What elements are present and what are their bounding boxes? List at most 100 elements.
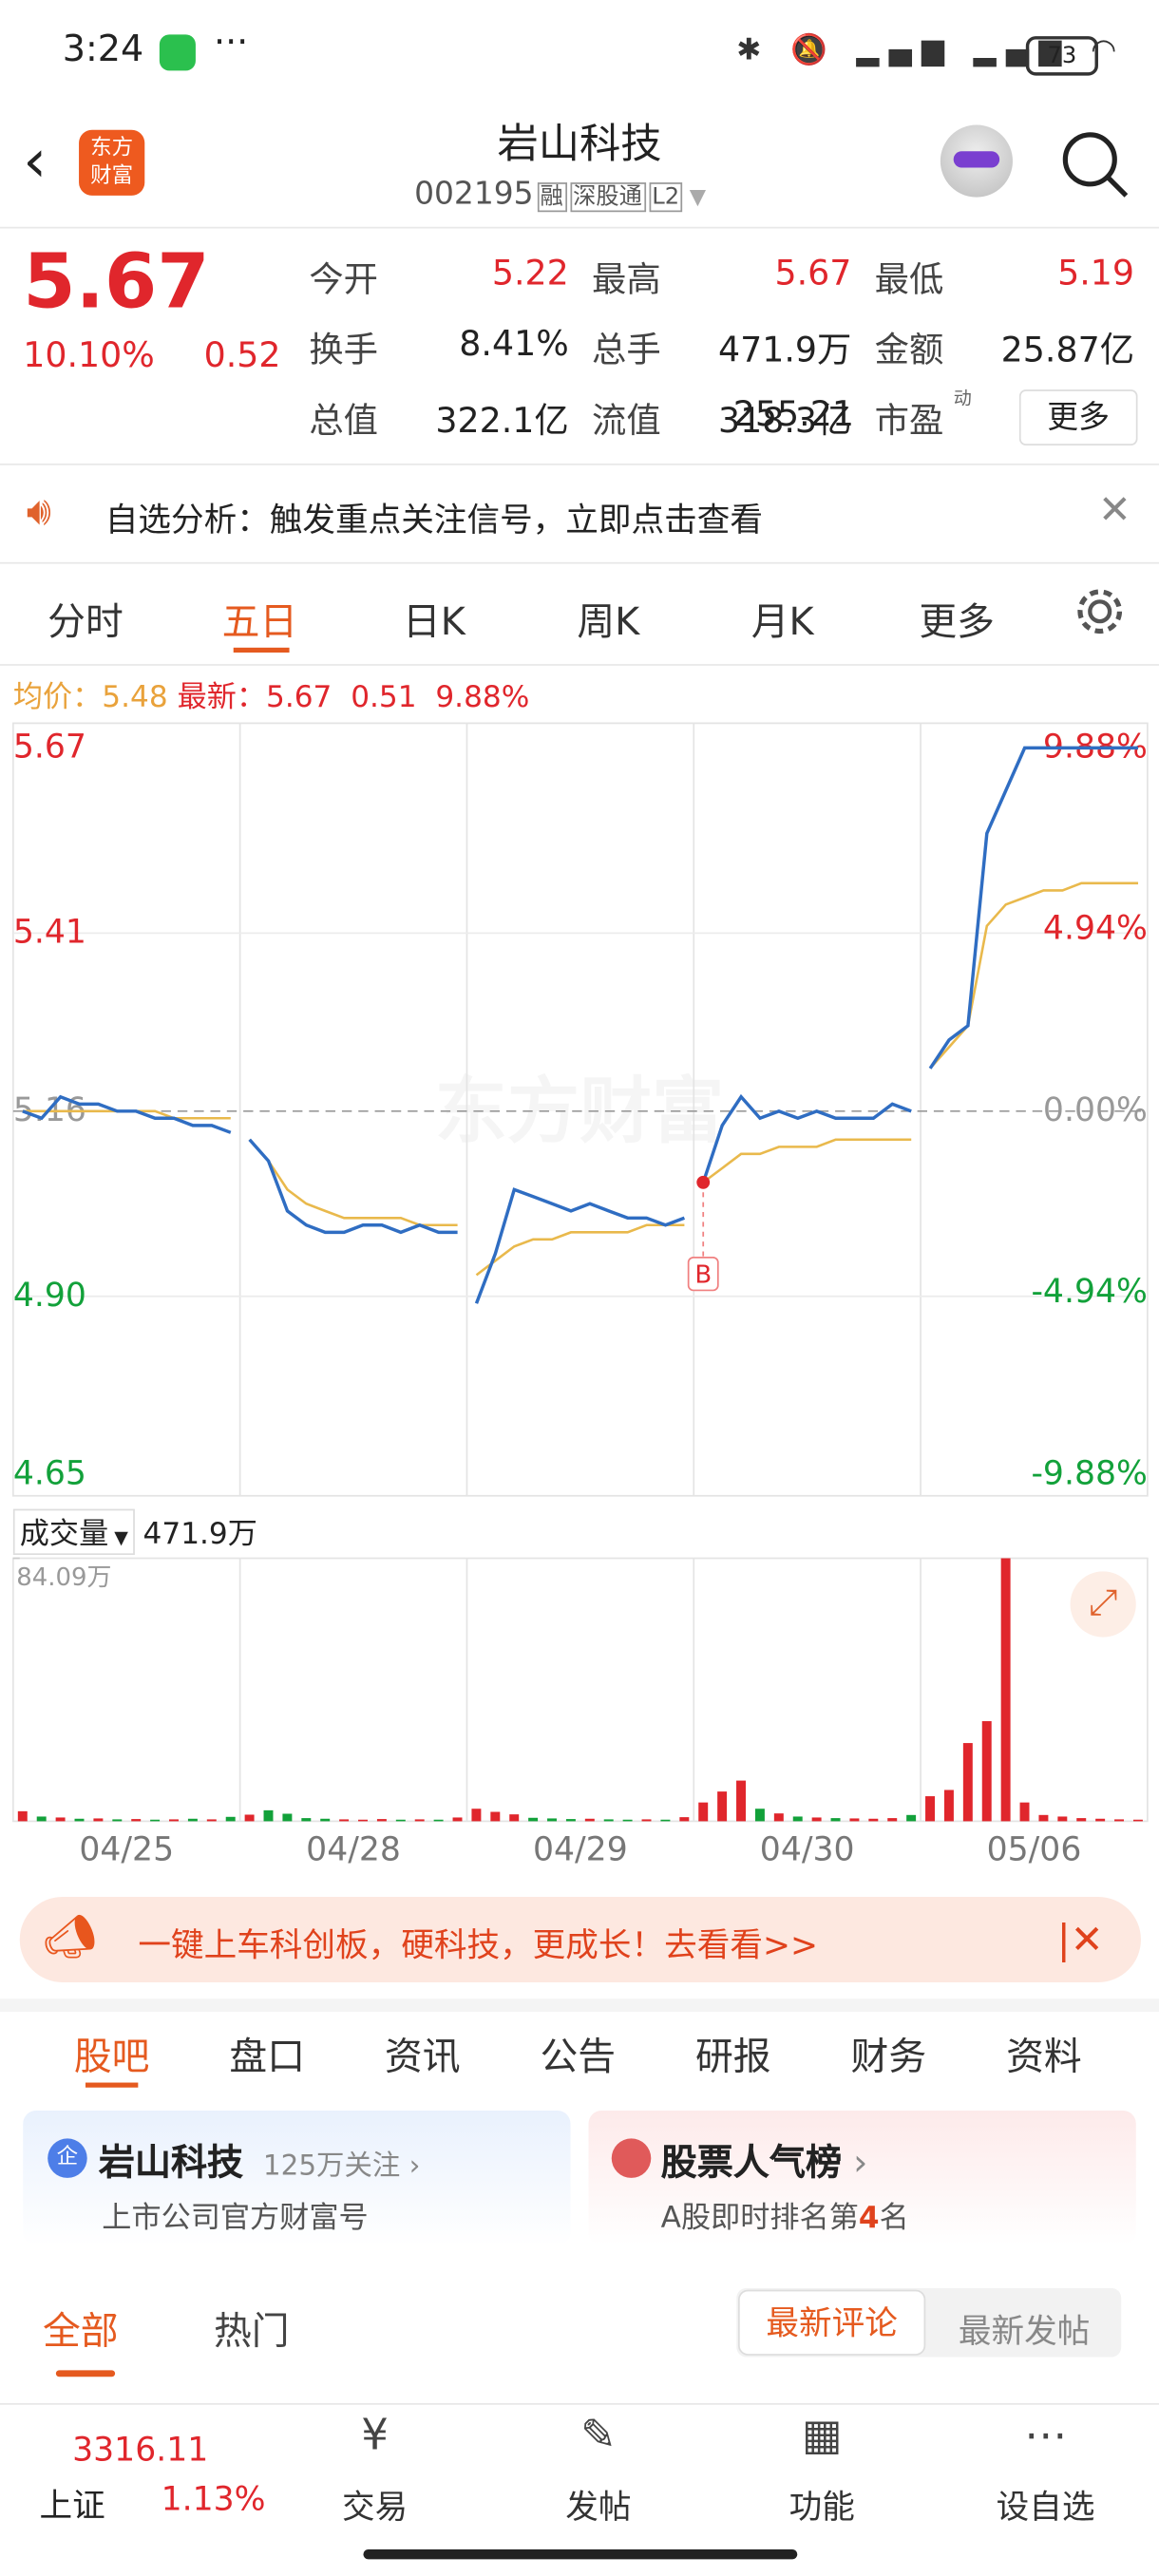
battery: 73 xyxy=(1025,36,1098,76)
volume-bar xyxy=(339,1819,350,1822)
volume-bar xyxy=(320,1818,331,1822)
banner[interactable] xyxy=(19,1896,1141,1982)
volume-bar xyxy=(717,1791,728,1822)
logo-line: 东方 xyxy=(90,136,134,161)
volume-bar xyxy=(603,1819,614,1822)
section-tab[interactable]: 股吧 xyxy=(73,2036,150,2080)
ranking-card[interactable] xyxy=(588,2110,1136,2245)
avg-line xyxy=(475,1223,685,1277)
volume-bar xyxy=(282,1813,293,1822)
nav-item[interactable]: 功能 xyxy=(788,2487,855,2527)
section-tab[interactable]: 财务 xyxy=(850,2036,927,2080)
tab[interactable]: 周K xyxy=(577,601,640,645)
divider xyxy=(0,226,1159,229)
x-tick-label: 05/06 xyxy=(987,1831,1082,1869)
nav-item[interactable]: 发帖 xyxy=(565,2487,632,2527)
tab[interactable]: 更多 xyxy=(919,601,995,645)
latest-pct: 9.88% xyxy=(435,680,530,715)
volume-bar xyxy=(17,1810,28,1822)
stock-code: 002195 xyxy=(414,176,534,213)
nav-icon[interactable]: ▦ xyxy=(801,2411,843,2461)
app-logo[interactable]: 东方 财富 xyxy=(79,129,145,196)
filter-tab[interactable]: 全部 xyxy=(42,2311,119,2355)
ranking-pre: A股即时排名第 xyxy=(660,2201,859,2236)
back-button[interactable]: ‹ xyxy=(23,127,48,196)
search-icon[interactable] xyxy=(1058,128,1130,200)
nav-icon[interactable]: ¥ xyxy=(361,2411,389,2461)
nav-item[interactable]: 设自选 xyxy=(996,2487,1095,2527)
divider xyxy=(0,664,1159,666)
x-tick-label: 04/29 xyxy=(533,1831,628,1869)
field-value: 322.1亿 xyxy=(435,401,569,441)
section-tab[interactable]: 资料 xyxy=(1006,2036,1082,2080)
volume-bar xyxy=(433,1819,444,1822)
expand-button[interactable]: ⤢ xyxy=(1070,1571,1136,1638)
volume-bar xyxy=(962,1743,973,1822)
filter-tab[interactable]: 热门 xyxy=(213,2311,290,2355)
change: 0.52 xyxy=(203,335,281,375)
field-label: 流值 xyxy=(591,401,661,441)
status-more: ··· xyxy=(213,23,249,65)
tab-underline xyxy=(85,2082,139,2088)
company-card[interactable] xyxy=(23,2110,571,2245)
section-tab[interactable]: 公告 xyxy=(540,2036,617,2080)
nav-icon[interactable]: ✎ xyxy=(580,2411,617,2461)
section-tab[interactable]: 盘口 xyxy=(229,2036,306,2080)
avatar[interactable] xyxy=(940,124,1013,198)
notice-text[interactable]: 自选分析：触发重点关注信号，立即点击查看 xyxy=(104,500,763,540)
field-value: 8.41% xyxy=(459,323,569,364)
tab[interactable]: 五日 xyxy=(221,601,298,645)
change-pct: 10.10% xyxy=(23,335,155,375)
price-line xyxy=(701,1093,912,1184)
sort-option[interactable]: 最新评论 xyxy=(737,2289,926,2356)
nav-icon[interactable]: ⋯ xyxy=(1024,2411,1068,2461)
settings-icon[interactable] xyxy=(1074,585,1126,637)
index-value[interactable]: 3316.11 xyxy=(72,2429,209,2470)
volume-selector[interactable]: 成交量 ▼ xyxy=(12,1508,135,1556)
volume-bar xyxy=(1114,1819,1125,1822)
volume-bar xyxy=(1000,1558,1011,1822)
volume-bar xyxy=(773,1813,784,1822)
avg-line xyxy=(702,1138,912,1184)
index-name[interactable]: 上证 xyxy=(39,2485,105,2526)
banner-text[interactable]: 一键上车科创板，硬科技，更成长！去看看>> xyxy=(138,1924,818,1964)
banner-close[interactable]: |✕ xyxy=(1056,1916,1104,1963)
volume-bar xyxy=(811,1817,822,1822)
field-label: 最低 xyxy=(874,259,944,299)
sort-option[interactable]: 最新发帖 xyxy=(958,2311,1091,2351)
followers: 125万关注 xyxy=(262,2150,401,2184)
volume-bar xyxy=(244,1814,255,1822)
marker-dot xyxy=(696,1175,711,1189)
volume-bar xyxy=(55,1817,66,1822)
stock-code-row[interactable]: 002195 融深股通 L2 ▼ xyxy=(414,176,707,213)
y-tick-label: 5.41 xyxy=(13,913,86,951)
tab[interactable]: 分时 xyxy=(48,601,124,645)
x-tick-label: 04/28 xyxy=(306,1831,401,1869)
nav-item[interactable]: 交易 xyxy=(341,2487,408,2527)
more-button[interactable]: 更多 xyxy=(1018,389,1138,445)
volume-bar xyxy=(206,1819,217,1822)
home-indicator xyxy=(363,2549,798,2560)
field-value: 5.19 xyxy=(1057,253,1135,294)
field-value: 25.87亿 xyxy=(1000,330,1135,370)
y2-tick-label: 0.00% xyxy=(1043,1091,1148,1129)
price-frame xyxy=(11,722,1149,1497)
volume-bar xyxy=(1076,1818,1087,1822)
volume-bar xyxy=(471,1809,482,1822)
index-pct[interactable]: 1.13% xyxy=(161,2478,266,2519)
volume-bar xyxy=(301,1818,312,1822)
ranking-sub: A股即时排名第4名 xyxy=(661,2194,909,2237)
tab[interactable]: 月K xyxy=(750,601,814,645)
chart: 5.675.415.164.904.659.88%4.94%0.00%-4.94… xyxy=(11,722,1149,1869)
field-label: 金额 xyxy=(874,330,944,370)
tab[interactable]: 日K xyxy=(402,601,466,645)
volume-bar xyxy=(358,1819,368,1822)
volume-bar xyxy=(565,1819,576,1822)
section-tab[interactable]: 研报 xyxy=(695,2036,771,2080)
volume-bar xyxy=(660,1819,671,1822)
close-notice[interactable]: ✕ xyxy=(1097,486,1131,533)
company-followers: 125万关注 › xyxy=(262,2150,421,2184)
ranking-title: 股票人气榜 › xyxy=(660,2143,868,2185)
section-tab[interactable]: 资讯 xyxy=(384,2036,461,2080)
